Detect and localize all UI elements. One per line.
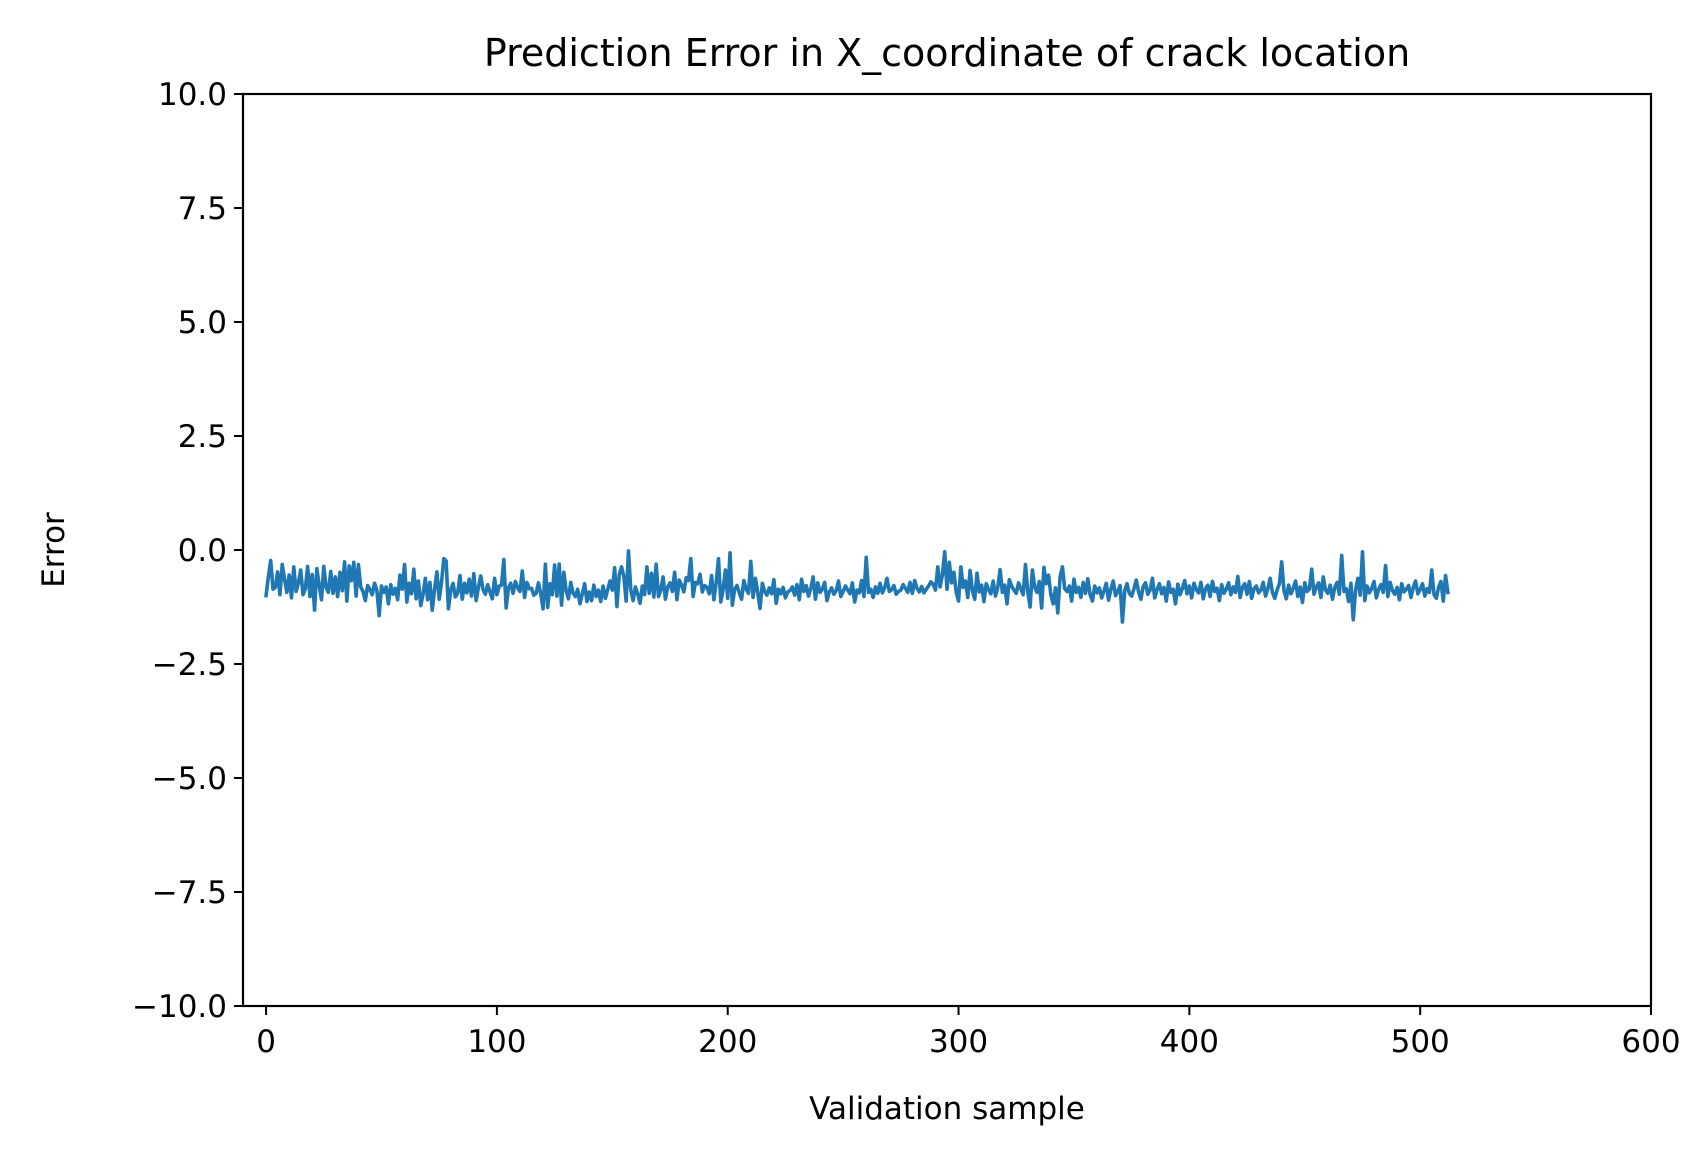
series-line-0 <box>264 549 1450 624</box>
x-tick-label: 500 <box>1391 1024 1450 1060</box>
y-axis-ticks: −10.0 −7.5 −5.0 −2.5 0.0 2.5 5.0 7.5 10.0 <box>132 77 243 1025</box>
chart-title: Prediction Error in X_coordinate of crac… <box>484 31 1410 75</box>
x-axis-ticks: 0 100 200 300 400 500 600 <box>256 1006 1681 1060</box>
x-tick-label: 300 <box>929 1024 988 1060</box>
series-layer <box>264 549 1450 624</box>
x-tick-label: 200 <box>698 1024 757 1060</box>
plot-area <box>243 94 1651 1006</box>
x-tick-label: 0 <box>256 1024 276 1060</box>
y-tick-label: 7.5 <box>178 191 227 227</box>
y-tick-label: 5.0 <box>178 305 227 341</box>
y-axis-label: Error <box>36 512 72 588</box>
y-tick-label: 10.0 <box>158 77 227 113</box>
x-tick-label: 400 <box>1160 1024 1219 1060</box>
y-tick-label: −7.5 <box>152 875 227 911</box>
y-tick-label: −5.0 <box>152 761 227 797</box>
y-tick-label: 2.5 <box>178 419 227 455</box>
x-axis-label: Validation sample <box>809 1091 1085 1127</box>
axes-frame <box>241 92 1653 1008</box>
y-tick-label: −2.5 <box>152 647 227 683</box>
x-tick-label: 600 <box>1621 1024 1680 1060</box>
x-tick-label: 100 <box>467 1024 526 1060</box>
y-tick-label: 0.0 <box>178 533 227 569</box>
y-tick-label: −10.0 <box>132 989 227 1025</box>
